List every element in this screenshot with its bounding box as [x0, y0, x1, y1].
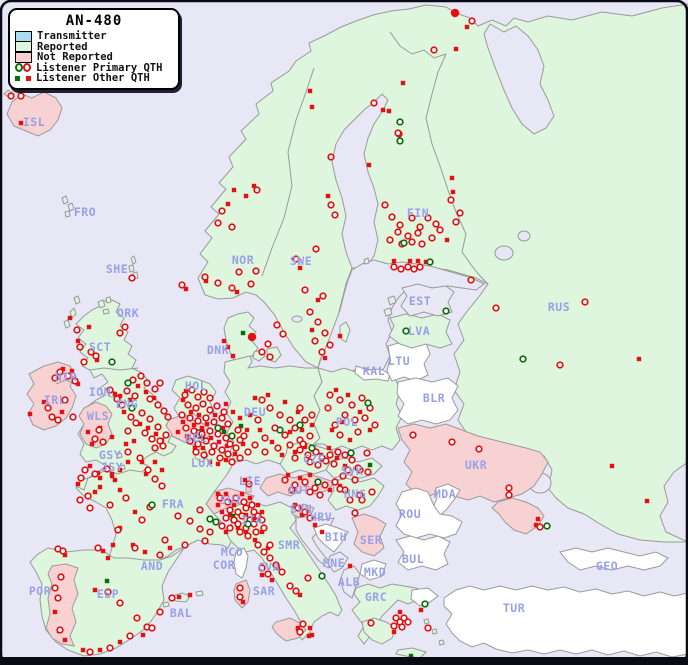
transmitter-swatch [15, 30, 32, 42]
legend-item-not-reported: Not Reported [15, 51, 173, 63]
country-label-fin: FIN [407, 206, 429, 220]
not-reported-swatch [15, 51, 32, 63]
country-label-nor: NOR [232, 253, 254, 267]
country-label-cze: CZE [303, 452, 325, 466]
country-label-isl: ISL [23, 115, 45, 129]
country-label-smr: SMR [278, 538, 300, 552]
country-label-hng: HNG [344, 487, 366, 501]
country-label-bih: BIH [325, 530, 347, 544]
legend-item-primary-qth: Listener Primary QTH [15, 63, 173, 73]
country-label-bel: BEL [185, 431, 207, 445]
country-label-est: EST [409, 294, 431, 308]
country-label-kal: KAL [363, 364, 385, 378]
country-label-nir: NIR [55, 370, 77, 384]
country-label-hrv: HRV [310, 510, 332, 524]
country-label-mkd: MKD [364, 565, 386, 579]
green-square-icon [15, 75, 20, 81]
country-label-ork: ORK [117, 306, 139, 320]
country-label-cva: CVA [258, 560, 280, 574]
country-label-gsy: GSY [99, 448, 121, 462]
country-label-svk: SVK [341, 464, 363, 478]
country-label-lva: LVA [408, 324, 430, 338]
country-label-rus: RUS [548, 300, 570, 314]
reported-swatch [15, 41, 32, 53]
country-label-wls: WLS [87, 409, 109, 423]
legend-item-other-qth: Listener Other QTH [15, 73, 173, 84]
country-label-aut: AUT [288, 483, 310, 497]
country-label-mda: MDA [434, 487, 456, 501]
country-label-swe: SWE [290, 254, 312, 268]
country-label-cor: COR [213, 558, 235, 572]
country-label-ita: ITA [241, 513, 263, 527]
country-label-ltu: LTU [388, 354, 410, 368]
legend-item-transmitter: Transmitter [15, 30, 173, 42]
country-label-bal: BAL [170, 606, 192, 620]
country-label-dnk: DNK [207, 343, 229, 357]
country-label-iom: IOM [89, 385, 111, 399]
country-label-and: AND [141, 559, 163, 573]
country-label-lie: LIE [239, 474, 261, 488]
country-label-irl: IRL [44, 393, 66, 407]
country-label-bul: BUL [402, 552, 424, 566]
country-label-alb: ALB [338, 575, 360, 589]
country-label-geo: GEO [596, 559, 618, 573]
country-label-deu: DEU [244, 405, 266, 419]
country-label-fro: FRO [74, 205, 96, 219]
country-label-hol: HOL [185, 379, 207, 393]
country-label-grc: GRC [365, 590, 387, 604]
country-label-sar: SAR [253, 584, 275, 598]
primary-qth-icon [15, 63, 31, 73]
country-label-pol: POL [336, 415, 358, 429]
country-label-mco: MCO [221, 545, 243, 559]
legend-box: AN-480 Transmitter Reported Not Reported… [8, 8, 180, 90]
country-label-tur: TUR [503, 601, 525, 615]
country-label-eng: ENG [116, 397, 138, 411]
red-square-icon [26, 75, 31, 81]
country-label-ser: SER [360, 533, 382, 547]
country-label-rou: ROU [399, 507, 421, 521]
country-label-mne: MNE [323, 556, 345, 570]
country-label-esp: ESP [97, 587, 119, 601]
green-circle-icon [15, 63, 23, 73]
red-circle-icon [23, 63, 31, 73]
country-label-lux: LUX [191, 456, 213, 470]
country-label-jsy: JSY [101, 460, 123, 474]
country-label-blr: BLR [423, 391, 445, 405]
country-label-sui: SUI [220, 493, 242, 507]
country-label-ukr: UKR [465, 458, 487, 472]
country-label-sct: SCT [89, 340, 111, 354]
country-label-she: SHE [106, 262, 128, 276]
country-label-svn: SVN [290, 502, 312, 516]
map-title: AN-480 [65, 13, 123, 29]
other-qth-icon [15, 75, 31, 81]
country-label-fra: FRA [162, 497, 184, 511]
country-label-por: POR [29, 584, 51, 598]
